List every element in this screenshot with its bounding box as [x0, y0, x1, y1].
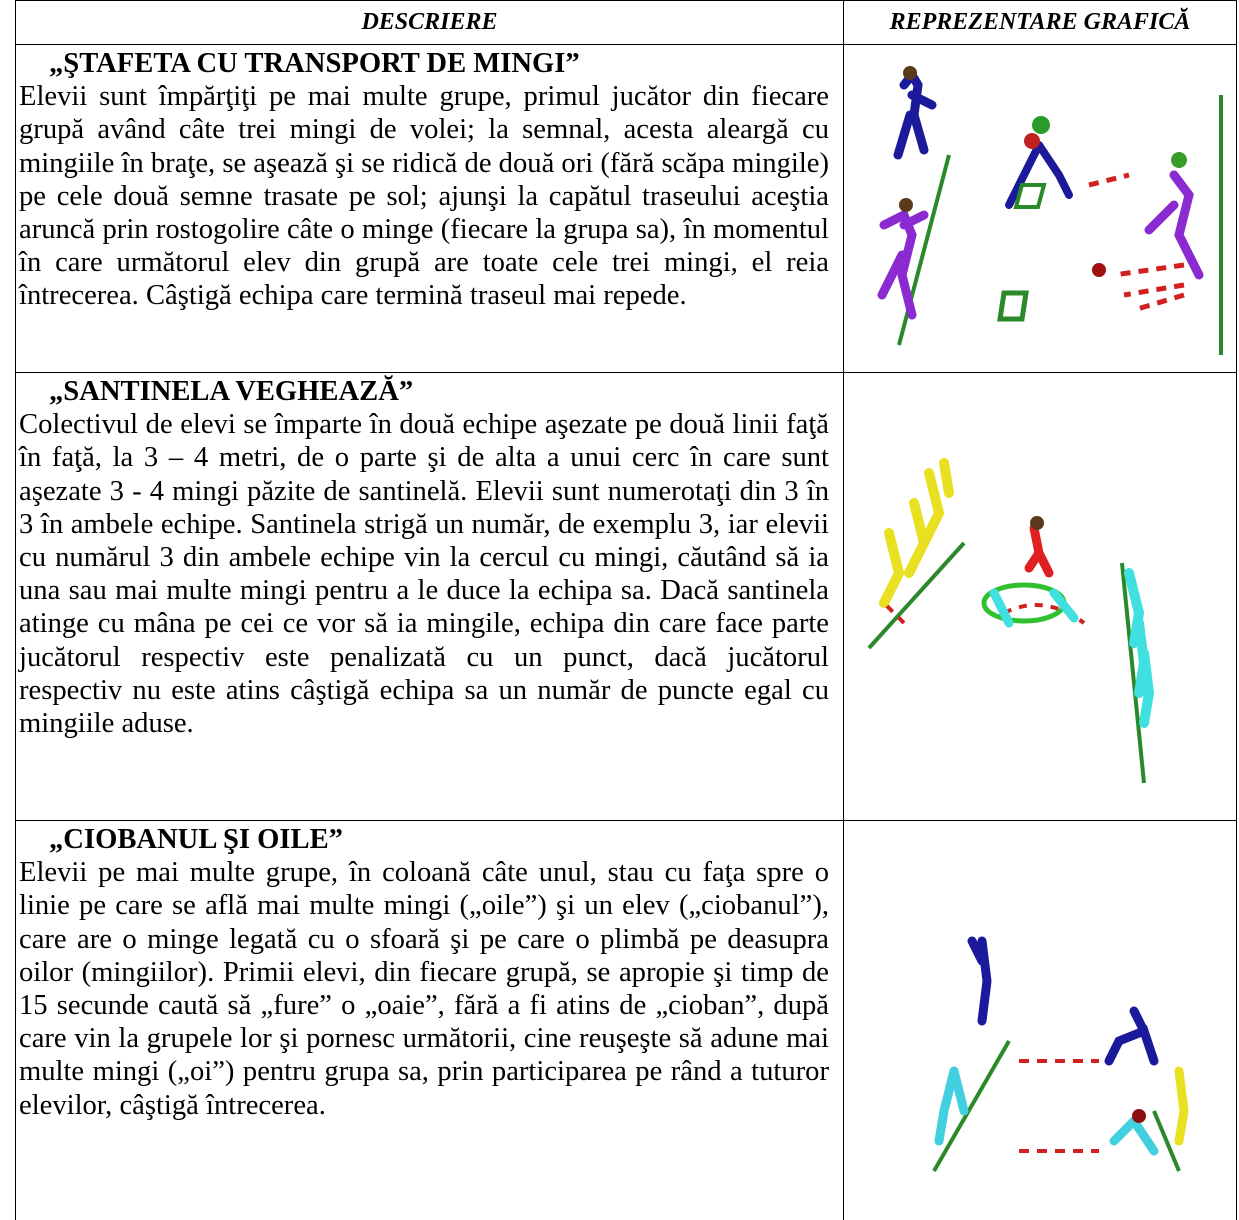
- illustration: [877, 66, 1223, 355]
- page: DESCRIERE REPREZENTARE GRAFICĂ „ŞTAFETA …: [15, 0, 1237, 1220]
- game-title: „SANTINELA VEGHEAZĂ”: [49, 376, 414, 407]
- game-text: Elevii pe mai multe grupe, în coloană câ…: [19, 857, 829, 1121]
- game-title: „ŞTAFETA CU TRANSPORT DE MINGI”: [49, 48, 580, 79]
- description-cell: „ŞTAFETA CU TRANSPORT DE MINGI” Elevii s…: [15, 44, 843, 372]
- illustration-cell: [843, 820, 1237, 1220]
- illustration-cell: [843, 372, 1237, 820]
- illustration-cell: [843, 44, 1237, 372]
- game-text: Colectivul de elevi se împarte în două e…: [19, 409, 829, 740]
- game-title: „CIOBANUL ŞI OILE”: [49, 824, 343, 855]
- illustration: [932, 936, 1189, 1172]
- header-cell: REPREZENTARE GRAFICĂ: [843, 0, 1237, 44]
- game-text: Elevii sunt împărţiţi pe mai multe grupe…: [19, 81, 829, 312]
- description-cell: „CIOBANUL ŞI OILE” Elevii pe mai multe g…: [15, 820, 843, 1220]
- illustration: [867, 458, 1155, 784]
- header-cell: DESCRIERE: [15, 0, 843, 44]
- description-cell: „SANTINELA VEGHEAZĂ” Colectivul de elevi…: [15, 372, 843, 820]
